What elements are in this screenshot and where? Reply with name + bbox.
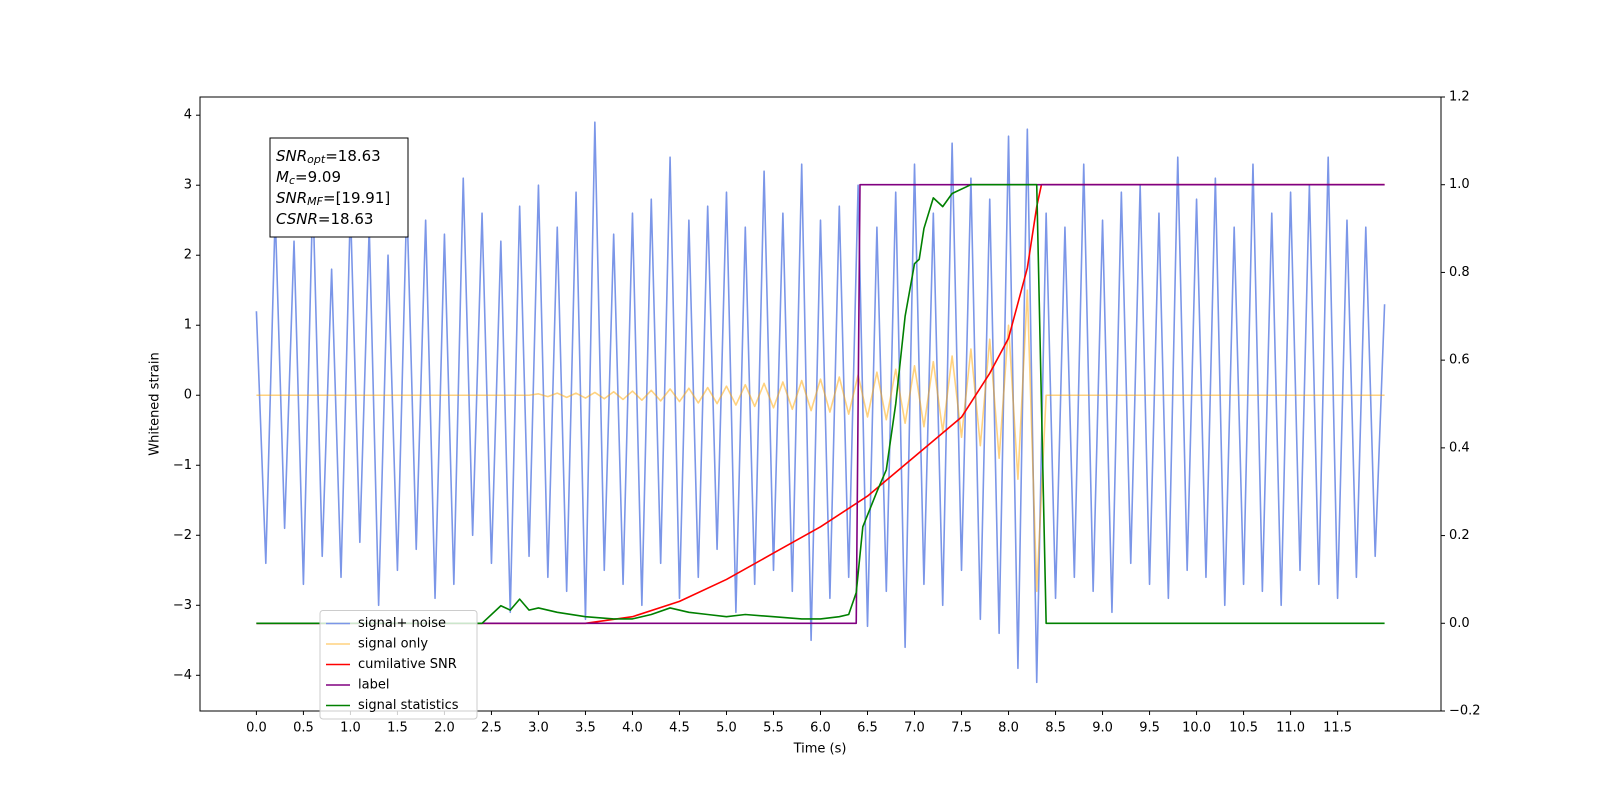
x-tick-label: 4.5	[669, 721, 690, 736]
y2-tick-label: 0.0	[1449, 616, 1470, 631]
legend: signal+ noise signal only cumilative SNR la…	[319, 610, 478, 720]
series-line	[256, 183, 1385, 625]
x-tick-label: 10.0	[1182, 721, 1211, 736]
x-tick-label: 5.0	[716, 721, 737, 736]
y2-tick-label: 1.0	[1449, 177, 1470, 192]
x-tick-label: 11.0	[1276, 721, 1305, 736]
y-tick-label: 1	[184, 318, 192, 333]
y2-tick-label: 1.2	[1449, 90, 1470, 105]
annotation-line: CSNR=18.63	[276, 210, 373, 228]
y2-tick-label: 0.2	[1449, 528, 1470, 543]
x-tick-label: 10.5	[1229, 721, 1258, 736]
annotation-line: SNRMF=[19.91]	[276, 189, 390, 209]
annotation-symbol: SNR	[276, 147, 307, 165]
annotation-value: =9.09	[295, 168, 341, 186]
annotation-line: Mc=9.09	[276, 168, 341, 188]
y-tick-label: 4	[184, 108, 192, 123]
x-tick-label: 2.5	[481, 721, 502, 736]
annotation-value: =[19.91]	[323, 189, 390, 207]
y-tick-label: 0	[184, 388, 192, 403]
x-tick-label: 1.0	[340, 721, 361, 736]
legend-label: signal+ noise	[358, 616, 446, 631]
x-tick-label: 9.5	[1139, 721, 1160, 736]
y2-tick-label: 0.4	[1449, 440, 1470, 455]
x-tick-label: 11.5	[1323, 721, 1352, 736]
annotation-symbol: SNR	[276, 189, 307, 207]
annotation-value: =18.63	[325, 147, 381, 165]
annotation-value: =18.63	[318, 210, 374, 228]
x-tick-label: 4.0	[622, 721, 643, 736]
legend-label: signal statistics	[358, 698, 459, 713]
x-tick-label: 0.5	[293, 721, 314, 736]
y-tick-label: −1	[173, 458, 192, 473]
series-line	[256, 289, 1385, 593]
y-axis-label: Whitened strain	[148, 352, 163, 455]
x-tick-label: 0.0	[246, 721, 267, 736]
annotation-symbol: CSNR	[276, 210, 318, 228]
annotation-subscript: opt	[307, 153, 326, 166]
y-tick-label: −2	[173, 528, 192, 543]
annotation-line: SNRopt=18.63	[276, 147, 381, 167]
plot-area	[255, 121, 1386, 684]
y-tick-label: −3	[173, 598, 192, 613]
legend-label: label	[358, 678, 389, 693]
annotation-subscript: c	[289, 174, 295, 187]
annotation-symbol: M	[276, 168, 289, 186]
legend-frame	[319, 610, 478, 720]
y2-tick-label: 0.8	[1449, 265, 1470, 280]
y-tick-label: −4	[173, 668, 192, 683]
annotation-box: SNRopt=18.63Mc=9.09SNRMF=[19.91]CSNR=18.…	[269, 137, 409, 238]
y-tick-label: 3	[184, 178, 192, 193]
x-tick-label: 6.5	[857, 721, 878, 736]
x-tick-label: 9.0	[1092, 721, 1113, 736]
x-tick-label: 7.5	[951, 721, 972, 736]
x-tick-label: 3.0	[528, 721, 549, 736]
series-line	[256, 183, 1385, 625]
y2-tick-label: −0.2	[1449, 704, 1481, 719]
x-tick-label: 8.5	[1045, 721, 1066, 736]
legend-label: cumilative SNR	[358, 657, 457, 672]
x-tick-label: 1.5	[387, 721, 408, 736]
annotation-subscript: MF	[307, 195, 323, 208]
series-line	[256, 183, 1385, 625]
annotation-frame	[269, 137, 409, 238]
x-tick-label: 8.0	[998, 721, 1019, 736]
x-axis-label: Time (s)	[793, 742, 847, 757]
y-tick-label: 2	[184, 248, 192, 263]
y2-tick-label: 0.6	[1449, 353, 1470, 368]
x-tick-label: 6.0	[810, 721, 831, 736]
x-tick-label: 2.0	[434, 721, 455, 736]
series-line	[255, 121, 1386, 684]
legend-label: signal only	[358, 637, 428, 652]
x-tick-label: 7.0	[904, 721, 925, 736]
x-tick-label: 5.5	[763, 721, 784, 736]
x-tick-label: 3.5	[575, 721, 596, 736]
